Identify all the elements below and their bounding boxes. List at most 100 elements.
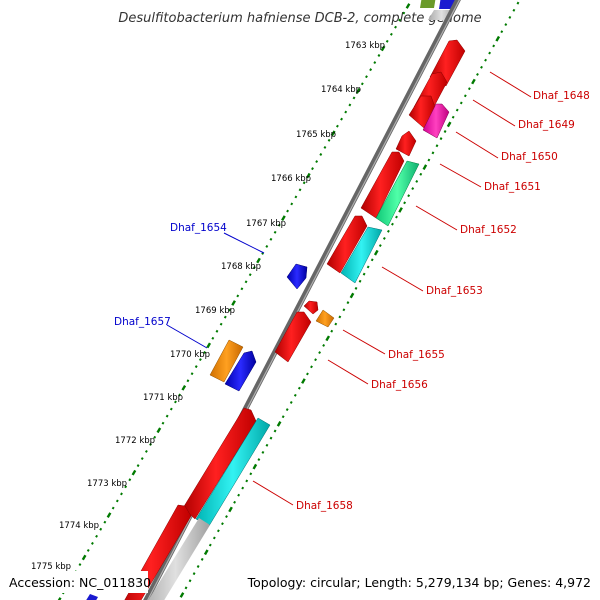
scale-dot <box>354 286 358 290</box>
gene-label[interactable]: Dhaf_1649 <box>518 119 575 131</box>
scale-tick-mark <box>181 384 187 391</box>
scale-dot <box>223 315 227 319</box>
scale-dot <box>144 450 148 453</box>
scale-dot <box>302 181 306 185</box>
scale-dot <box>169 407 173 411</box>
scale-dot <box>190 372 194 376</box>
scale-dot <box>216 529 220 533</box>
gene-label[interactable]: Dhaf_1654 <box>170 222 227 234</box>
gene-label[interactable]: Dhaf_1648 <box>533 90 590 102</box>
gene-dhaf-1649[interactable] <box>408 95 436 129</box>
scale-dot <box>398 18 402 22</box>
scale-tick-mark <box>398 207 403 213</box>
scale-tick-mark <box>81 554 87 561</box>
scale-tick-mark <box>301 378 306 384</box>
scale-tick-mark <box>231 300 236 306</box>
scale-dot <box>273 230 277 234</box>
scale-dot <box>290 202 294 206</box>
gene-label[interactable]: Dhaf_1652 <box>460 224 517 236</box>
scale-dot <box>294 195 298 199</box>
scale-dot <box>476 72 479 76</box>
scale-dot <box>322 343 326 347</box>
scale-dot <box>360 82 364 86</box>
scale-dot <box>455 108 459 112</box>
scale-tick-mark <box>228 506 233 513</box>
gene-dhaf-1653[interactable] <box>326 215 383 284</box>
scale-dot <box>265 244 269 248</box>
scale-tick-mark <box>106 512 112 518</box>
tick-label-1772: 1772 kbp <box>115 436 155 446</box>
scale-dot <box>480 65 483 69</box>
scale-dot <box>198 358 202 361</box>
scale-dot <box>257 458 261 461</box>
tick-label-1775: 1775 kbp <box>31 562 71 572</box>
gene-label[interactable]: Dhaf_1655 <box>388 349 445 361</box>
scale-dot <box>99 527 103 531</box>
scale-dot <box>369 68 373 72</box>
scale-dot <box>419 172 423 176</box>
scale-dot <box>219 322 223 326</box>
scale-dot <box>342 308 346 312</box>
scale-dot <box>344 110 348 114</box>
gene-label[interactable]: Dhaf_1653 <box>426 285 483 297</box>
scale-dot <box>212 536 216 540</box>
scale-tick-mark <box>405 3 411 9</box>
scale-tick-mark <box>206 342 212 349</box>
scale-dot <box>293 393 297 397</box>
tick-label-1768: 1768 kbp <box>221 262 261 272</box>
scale-tick-mark <box>495 35 501 42</box>
scale-dot <box>165 414 169 418</box>
scale-dot <box>86 549 90 552</box>
scale-dot <box>492 44 496 48</box>
scale-dot <box>186 379 190 383</box>
gene-label[interactable]: Dhaf_1658 <box>296 500 353 512</box>
scale-dot <box>149 442 152 446</box>
scale-dot <box>403 201 407 205</box>
scale-dot <box>261 450 265 454</box>
gene-dhaf-1651[interactable] <box>395 130 417 157</box>
scale-dot <box>128 478 132 482</box>
tick-label-1767: 1767 kbp <box>246 219 286 229</box>
gene-dhaf-1657[interactable] <box>209 339 257 392</box>
scale-dot <box>352 96 356 100</box>
scale-dot <box>184 586 188 590</box>
scale-dot <box>297 386 301 390</box>
gene-label[interactable]: Dhaf_1656 <box>371 379 428 391</box>
scale-dot <box>240 287 244 291</box>
gene-label[interactable]: Dhaf_1651 <box>484 181 541 193</box>
scale-tick-mark <box>355 88 361 94</box>
gene-label[interactable]: Dhaf_1650 <box>501 151 558 163</box>
scale-tick-mark <box>446 121 452 128</box>
scale-dot <box>211 336 215 340</box>
gene-dhaf-1655[interactable] <box>303 300 335 328</box>
scale-dot <box>402 11 406 15</box>
scale-dot <box>136 464 140 468</box>
scale-dot <box>200 557 204 561</box>
scale-dot <box>389 32 393 36</box>
tick-label-1771: 1771 kbp <box>143 393 183 403</box>
scale-dot <box>252 266 256 270</box>
scale-dot <box>78 563 82 567</box>
gene-dhaf-1658[interactable] <box>182 407 271 527</box>
gene-dhaf-1656[interactable] <box>274 311 312 363</box>
scale-dot <box>334 322 338 326</box>
topology-backdrop <box>258 571 594 593</box>
scale-dot <box>373 61 377 65</box>
scale-dot <box>269 237 273 241</box>
scale-dot <box>233 500 237 504</box>
scale-tick-mark <box>203 549 209 556</box>
tick-label-1769: 1769 kbp <box>195 306 235 316</box>
scale-tick-mark <box>422 164 428 171</box>
tick-label-1774: 1774 kbp <box>59 521 99 531</box>
scale-dot <box>269 436 273 440</box>
scale-dot <box>395 215 398 219</box>
scale-tick-mark <box>281 215 286 221</box>
gene-dhaf-1654[interactable] <box>286 263 308 290</box>
scale-dot <box>370 258 374 262</box>
scale-dot <box>335 124 339 128</box>
scale-dot <box>248 273 252 277</box>
scale-dot <box>90 541 94 545</box>
gene-dhaf-1650[interactable] <box>422 103 450 139</box>
gene-dhaf-1652[interactable] <box>360 151 420 227</box>
gene-label[interactable]: Dhaf_1657 <box>114 316 171 328</box>
